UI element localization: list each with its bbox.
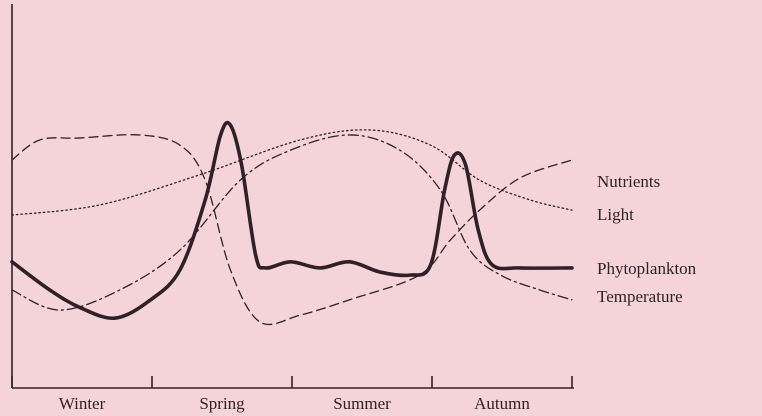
x-category-label: Winter: [59, 394, 106, 413]
x-category-label: Autumn: [474, 394, 530, 413]
legend-label: Nutrients: [597, 172, 660, 191]
legend-label: Light: [597, 205, 634, 224]
series-line: [11, 134, 573, 326]
legend-label: Temperature: [597, 287, 683, 306]
x-category-label: Spring: [199, 394, 245, 413]
legend-label: Phytoplankton: [597, 259, 697, 278]
x-category-label: Summer: [333, 394, 391, 413]
series-line: [11, 129, 573, 216]
series-line: [10, 120, 574, 321]
series-line: [11, 134, 573, 311]
